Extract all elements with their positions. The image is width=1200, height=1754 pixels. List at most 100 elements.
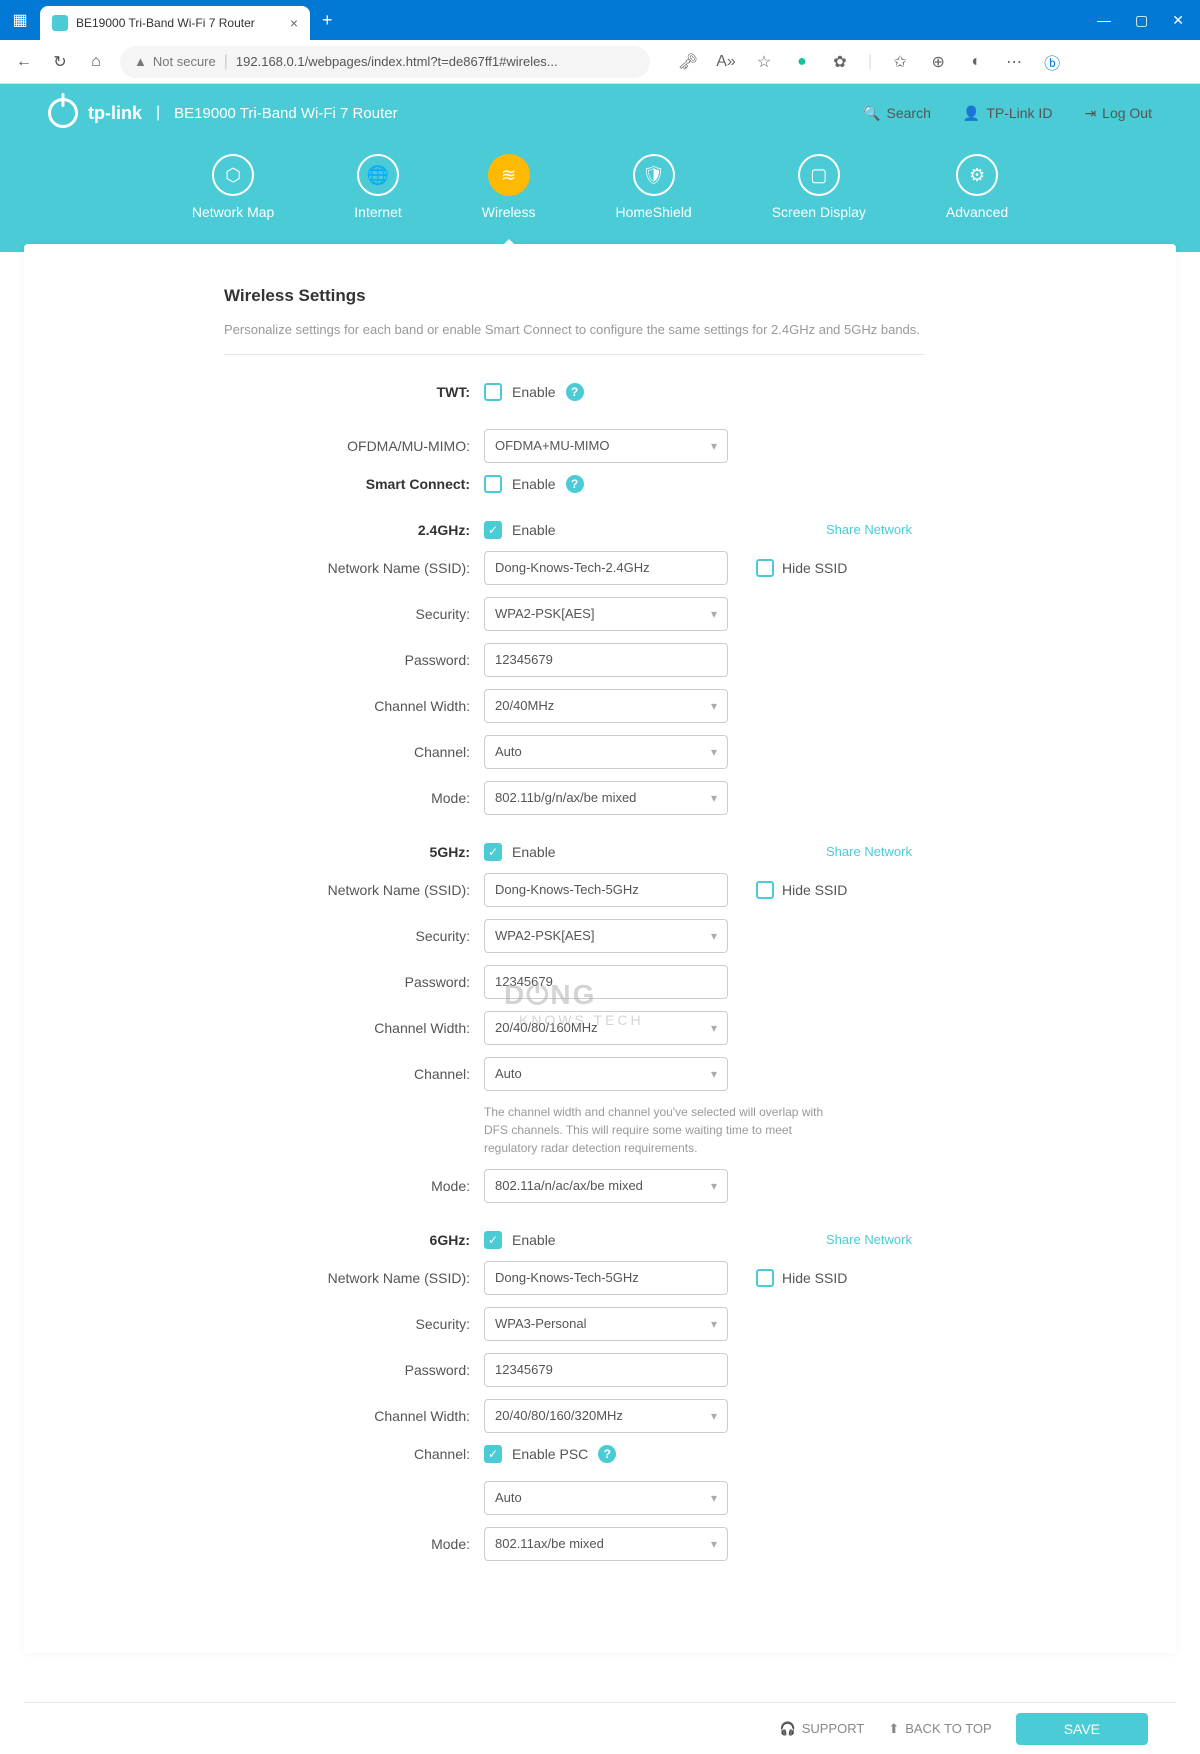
band24-mode-select[interactable]: 802.11b/g/n/ax/be mixed▾ bbox=[484, 781, 728, 815]
save-button[interactable]: SAVE bbox=[1016, 1713, 1148, 1745]
band6-ssid-input[interactable]: Dong-Knows-Tech-5GHz bbox=[484, 1261, 728, 1295]
band5-width-select[interactable]: 20/40/80/160MHz▾ bbox=[484, 1011, 728, 1045]
band6-password-label: Password: bbox=[224, 1362, 484, 1378]
band24-security-select[interactable]: WPA2-PSK[AES]▾ bbox=[484, 597, 728, 631]
star-icon[interactable]: ☆ bbox=[754, 52, 774, 72]
content-panel: Wireless Settings Personalize settings f… bbox=[24, 244, 1176, 1653]
band6-psc-checkbox[interactable] bbox=[484, 1445, 502, 1463]
close-button[interactable]: ✕ bbox=[1172, 12, 1184, 29]
band5-hide-ssid-checkbox[interactable] bbox=[756, 881, 774, 899]
nav-internet[interactable]: 🌐Internet bbox=[354, 142, 401, 252]
close-tab-icon[interactable]: × bbox=[290, 15, 298, 31]
band5-ssid-label: Network Name (SSID): bbox=[224, 882, 484, 898]
band24-hide-ssid-checkbox[interactable] bbox=[756, 559, 774, 577]
tab-title: BE19000 Tri-Band Wi-Fi 7 Router bbox=[76, 16, 282, 30]
maximize-button[interactable]: ▢ bbox=[1135, 12, 1148, 29]
band5-password-input[interactable]: 12345679 bbox=[484, 965, 728, 999]
smart-connect-checkbox[interactable] bbox=[484, 475, 502, 493]
home-button[interactable]: ⌂ bbox=[84, 50, 108, 74]
band5-enable-checkbox[interactable] bbox=[484, 843, 502, 861]
collections-icon[interactable]: ⊕ bbox=[928, 52, 948, 72]
nav-advanced[interactable]: ⚙Advanced bbox=[946, 142, 1008, 252]
main-navigation: ⬡Network Map 🌐Internet ≋Wireless 🛡HomeSh… bbox=[0, 142, 1200, 252]
browser-titlebar: ▦ BE19000 Tri-Band Wi-Fi 7 Router × + — … bbox=[0, 0, 1200, 40]
band5-label: 5GHz: bbox=[224, 844, 484, 860]
band5-security-label: Security: bbox=[224, 928, 484, 944]
window-controls: — ▢ ✕ bbox=[1097, 12, 1200, 29]
band6-label: 6GHz: bbox=[224, 1232, 484, 1248]
text-size-icon[interactable]: A» bbox=[716, 52, 736, 72]
band5-ssid-input[interactable]: Dong-Knows-Tech-5GHz bbox=[484, 873, 728, 907]
band6-ssid-label: Network Name (SSID): bbox=[224, 1270, 484, 1286]
band24-channel-select[interactable]: Auto▾ bbox=[484, 735, 728, 769]
search-button[interactable]: 🔍 Search bbox=[863, 105, 931, 122]
smart-connect-help-icon[interactable]: ? bbox=[566, 475, 584, 493]
twt-help-icon[interactable]: ? bbox=[566, 383, 584, 401]
grammarly-icon[interactable]: ● bbox=[792, 52, 812, 72]
support-link[interactable]: 🎧 SUPPORT bbox=[780, 1721, 865, 1737]
band24-share-link[interactable]: Share Network bbox=[826, 522, 924, 537]
back-to-top-link[interactable]: ⬆ BACK TO TOP bbox=[888, 1721, 991, 1737]
nav-network-map[interactable]: ⬡Network Map bbox=[192, 142, 274, 252]
band6-security-label: Security: bbox=[224, 1316, 484, 1332]
band24-channel-label: Channel: bbox=[224, 744, 484, 760]
extension-icon[interactable]: ✿ bbox=[830, 52, 850, 72]
band24-enable-checkbox[interactable] bbox=[484, 521, 502, 539]
minimize-button[interactable]: — bbox=[1097, 12, 1111, 29]
band6-security-select[interactable]: WPA3-Personal▾ bbox=[484, 1307, 728, 1341]
band6-channel-select[interactable]: Auto▾ bbox=[484, 1481, 728, 1515]
nav-homeshield[interactable]: 🛡HomeShield bbox=[615, 142, 691, 252]
band24-ssid-input[interactable]: Dong-Knows-Tech-2.4GHz bbox=[484, 551, 728, 585]
nav-screen-display[interactable]: ▢Screen Display bbox=[772, 142, 866, 252]
reader-icon[interactable]: ◐ bbox=[966, 52, 986, 72]
favorites-icon[interactable]: ✩ bbox=[890, 52, 910, 72]
band5-channel-select[interactable]: Auto▾ bbox=[484, 1057, 728, 1091]
band24-label: 2.4GHz: bbox=[224, 522, 484, 538]
band24-width-label: Channel Width: bbox=[224, 698, 484, 714]
new-tab-button[interactable]: + bbox=[322, 10, 333, 31]
band5-password-label: Password: bbox=[224, 974, 484, 990]
favicon bbox=[52, 15, 68, 31]
security-warning: ▲ Not secure bbox=[134, 54, 216, 69]
band5-mode-label: Mode: bbox=[224, 1178, 484, 1194]
band5-share-link[interactable]: Share Network bbox=[826, 844, 924, 859]
footer-bar: 🎧 SUPPORT ⬆ BACK TO TOP SAVE bbox=[24, 1702, 1176, 1754]
band5-channel-label: Channel: bbox=[224, 1066, 484, 1082]
key-icon[interactable]: 🗝 bbox=[678, 52, 698, 72]
page-title: Wireless Settings bbox=[224, 286, 924, 306]
band5-mode-select[interactable]: 802.11a/n/ac/ax/be mixed▾ bbox=[484, 1169, 728, 1203]
url-input[interactable]: ▲ Not secure | 192.168.0.1/webpages/inde… bbox=[120, 46, 650, 78]
refresh-button[interactable]: ↻ bbox=[48, 50, 72, 74]
ofdma-select[interactable]: OFDMA+MU-MIMO▾ bbox=[484, 429, 728, 463]
band6-share-link[interactable]: Share Network bbox=[826, 1232, 924, 1247]
logout-button[interactable]: ⇥ Log Out bbox=[1084, 105, 1152, 122]
page-description: Personalize settings for each band or en… bbox=[224, 320, 924, 355]
band5-width-label: Channel Width: bbox=[224, 1020, 484, 1036]
band24-width-select[interactable]: 20/40MHz▾ bbox=[484, 689, 728, 723]
band6-hide-ssid-checkbox[interactable] bbox=[756, 1269, 774, 1287]
band6-width-select[interactable]: 20/40/80/160/320MHz▾ bbox=[484, 1399, 728, 1433]
band6-channel-label: Channel: bbox=[224, 1446, 484, 1462]
tplink-id-button[interactable]: 👤 TP-Link ID bbox=[963, 105, 1053, 122]
bing-icon[interactable]: ⓑ bbox=[1042, 52, 1062, 72]
more-icon[interactable]: ⋯ bbox=[1004, 52, 1024, 72]
tplink-logo: tp-link bbox=[48, 98, 142, 128]
back-button[interactable]: ← bbox=[12, 50, 36, 74]
band6-password-input[interactable]: 12345679 bbox=[484, 1353, 728, 1387]
band6-width-label: Channel Width: bbox=[224, 1408, 484, 1424]
twt-checkbox[interactable] bbox=[484, 383, 502, 401]
nav-wireless[interactable]: ≋Wireless bbox=[482, 142, 536, 252]
smart-connect-label: Smart Connect: bbox=[224, 476, 484, 492]
app-icon: ▦ bbox=[0, 10, 40, 30]
band6-mode-label: Mode: bbox=[224, 1536, 484, 1552]
band6-enable-checkbox[interactable] bbox=[484, 1231, 502, 1249]
band5-security-select[interactable]: WPA2-PSK[AES]▾ bbox=[484, 919, 728, 953]
url-text: 192.168.0.1/webpages/index.html?t=de867f… bbox=[236, 54, 558, 69]
ofdma-label: OFDMA/MU-MIMO: bbox=[224, 438, 484, 454]
psc-help-icon[interactable]: ? bbox=[598, 1445, 616, 1463]
band24-password-label: Password: bbox=[224, 652, 484, 668]
band6-mode-select[interactable]: 802.11ax/be mixed▾ bbox=[484, 1527, 728, 1561]
browser-tab[interactable]: BE19000 Tri-Band Wi-Fi 7 Router × bbox=[40, 6, 310, 40]
band24-password-input[interactable]: 12345679 bbox=[484, 643, 728, 677]
router-header: tp-link | BE19000 Tri-Band Wi-Fi 7 Route… bbox=[0, 84, 1200, 142]
